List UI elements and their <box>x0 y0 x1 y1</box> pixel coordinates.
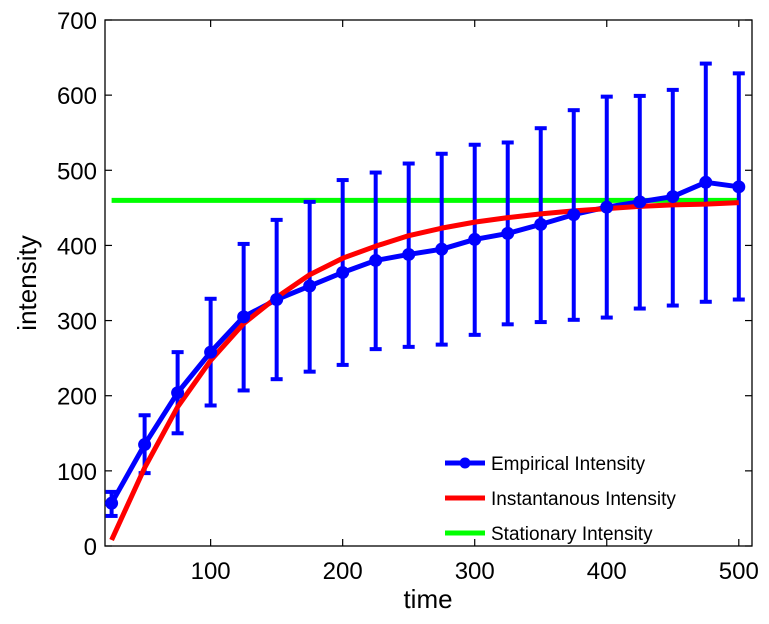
data-point-empirical <box>204 345 218 359</box>
x-tick-label: 500 <box>719 558 759 585</box>
y-axis-title: intensity <box>12 235 42 330</box>
data-point-empirical <box>435 242 449 256</box>
y-tick-label: 200 <box>57 384 97 411</box>
legend-label: Stationary Intensity <box>491 524 653 545</box>
x-tick-label: 300 <box>455 558 495 585</box>
axis-ticks: 100 200 300 400 500 0 100 200 300 400 500 600 700 <box>57 8 759 585</box>
data-point-empirical <box>336 265 350 279</box>
data-point-empirical <box>666 190 680 204</box>
data-point-empirical <box>303 279 317 293</box>
y-tick-label: 600 <box>57 83 97 110</box>
y-tick-label: 400 <box>57 233 97 260</box>
data-point-empirical <box>138 438 152 452</box>
data-point-empirical <box>600 200 614 214</box>
y-tick-label: 100 <box>57 459 97 486</box>
data-point-empirical <box>534 217 548 231</box>
data-point-empirical <box>501 226 515 240</box>
chart-marks <box>105 61 746 542</box>
data-point-empirical <box>369 253 383 267</box>
plot-frame <box>104 19 753 547</box>
y-tick-label: 0 <box>84 534 97 561</box>
data-point-empirical <box>402 247 416 261</box>
data-point-empirical <box>633 195 647 209</box>
data-point-empirical <box>699 175 713 189</box>
legend-label: Empirical Intensity <box>491 454 646 475</box>
data-point-empirical <box>732 180 746 194</box>
x-tick-label: 200 <box>323 558 363 585</box>
data-point-empirical <box>468 232 482 246</box>
legend-label: Instantanous Intensity <box>491 489 676 510</box>
y-tick-label: 700 <box>57 8 97 35</box>
x-tick-label: 100 <box>191 558 231 585</box>
x-tick-label: 400 <box>587 558 627 585</box>
y-tick-label: 500 <box>57 158 97 185</box>
data-point-empirical <box>237 310 251 324</box>
legend: Empirical Intensity Instantanous Intensit… <box>445 454 676 545</box>
y-tick-label: 300 <box>57 309 97 336</box>
data-point-empirical <box>105 496 119 510</box>
data-point-empirical <box>270 293 284 307</box>
x-axis-title: time <box>403 584 452 614</box>
legend-marker <box>459 457 471 469</box>
data-point-empirical <box>567 208 581 222</box>
data-point-empirical <box>171 386 185 400</box>
